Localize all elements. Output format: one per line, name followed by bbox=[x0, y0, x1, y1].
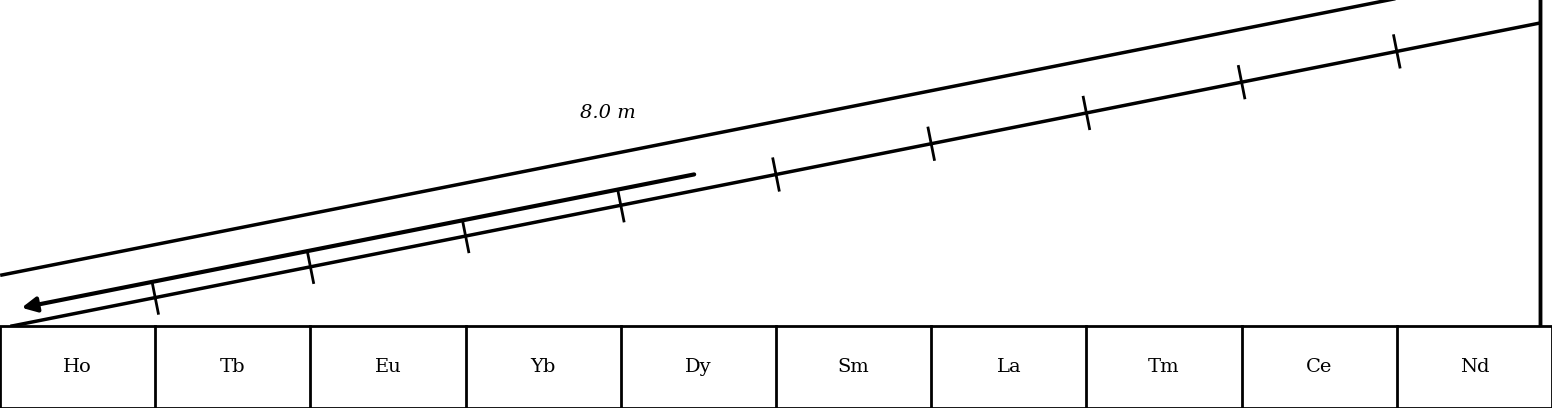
Text: Ce: Ce bbox=[1307, 358, 1332, 376]
Text: Yb: Yb bbox=[531, 358, 556, 376]
Text: Nd: Nd bbox=[1459, 358, 1490, 376]
Text: Tb: Tb bbox=[220, 358, 245, 376]
Text: 8.0 m: 8.0 m bbox=[580, 104, 636, 122]
Text: Tm: Tm bbox=[1148, 358, 1180, 376]
Text: Ho: Ho bbox=[64, 358, 92, 376]
Text: Eu: Eu bbox=[374, 358, 402, 376]
Bar bbox=[0, 326, 1552, 408]
Text: Sm: Sm bbox=[838, 358, 869, 376]
Text: Dy: Dy bbox=[684, 358, 712, 376]
Text: La: La bbox=[996, 358, 1021, 376]
